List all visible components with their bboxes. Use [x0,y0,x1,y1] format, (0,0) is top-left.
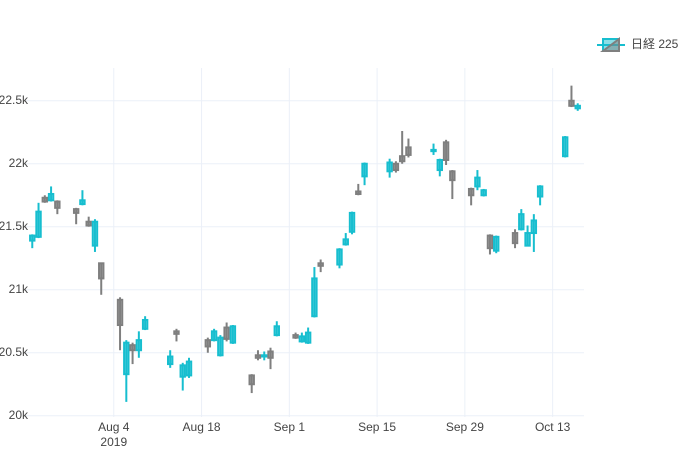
candle-body [135,339,143,352]
candle-body [486,234,494,250]
y-tick-label: 20.5k [0,345,29,359]
candle-body [574,104,581,110]
x-tick-label: Oct 13 [535,420,571,434]
legend-body-dec [600,37,620,52]
candle-body [47,192,55,202]
candle-body [317,262,324,267]
candle-body [442,141,450,161]
candle-body [248,374,255,386]
candle-body [355,190,362,195]
candle-body [436,158,443,172]
candle-body [392,162,400,172]
candle-body [223,326,230,340]
candle-body [518,213,525,231]
candle-body [254,354,262,359]
candle-body [35,210,42,238]
candle-body [561,136,569,158]
candle-body [467,187,475,197]
candle-body [311,277,318,318]
candle-body [167,355,174,366]
candle-body [204,339,212,348]
candle-body [185,360,193,377]
candle-body [524,232,531,247]
x-tick-label: Aug 4 [98,420,130,434]
legend-item: 日経 225 [597,37,679,52]
candle-body [511,232,519,245]
candle-body [530,219,538,235]
candle-body [129,344,136,352]
candle-body [348,211,356,233]
candle-body [568,99,575,107]
candle-body [123,341,130,376]
candle-body [480,189,487,197]
candle-body [79,199,86,206]
candle-body [292,334,299,339]
candle-body [493,235,500,252]
candle-body [72,208,80,214]
candle-body [405,146,412,156]
candle-body [361,162,368,178]
y-tick-label: 22.5k [0,93,29,107]
candle-body [474,176,481,188]
candle-body [29,234,36,242]
candle-body [449,170,456,182]
candle-body [54,200,61,209]
candle-body [141,318,149,330]
x-year-label: 2019 [100,435,127,449]
y-tick-label: 21k [9,282,29,296]
x-tick-label: Sep 15 [358,420,396,434]
x-tick-label: Sep 1 [274,420,306,434]
candle-body [179,364,186,378]
candle-body [217,336,224,357]
series [29,85,581,402]
candle-body [173,330,180,335]
y-tick-label: 22k [9,156,29,170]
candle-body [267,350,274,359]
candle-body [85,220,92,227]
y-tick-label: 20k [9,408,29,422]
candle-body [98,262,105,280]
candle-body [91,220,99,247]
candle-body [304,331,312,344]
x-tick-label: Aug 18 [183,420,221,434]
candle-body [229,325,237,344]
candle-body [210,330,218,342]
x-tick-label: Sep 29 [446,420,484,434]
candle-body [430,148,437,153]
candle-body [386,161,393,173]
candle-body [273,325,280,337]
candle-body [298,335,306,343]
candle-body [41,196,49,203]
candle-body [536,185,544,198]
candle-body [336,248,343,266]
legend-label: 日経 225 [631,37,679,51]
candle-body [261,354,268,358]
y-tick-label: 21.5k [0,219,29,233]
candle-body [116,298,124,327]
candle-body [342,238,349,246]
candle-body [398,155,406,163]
